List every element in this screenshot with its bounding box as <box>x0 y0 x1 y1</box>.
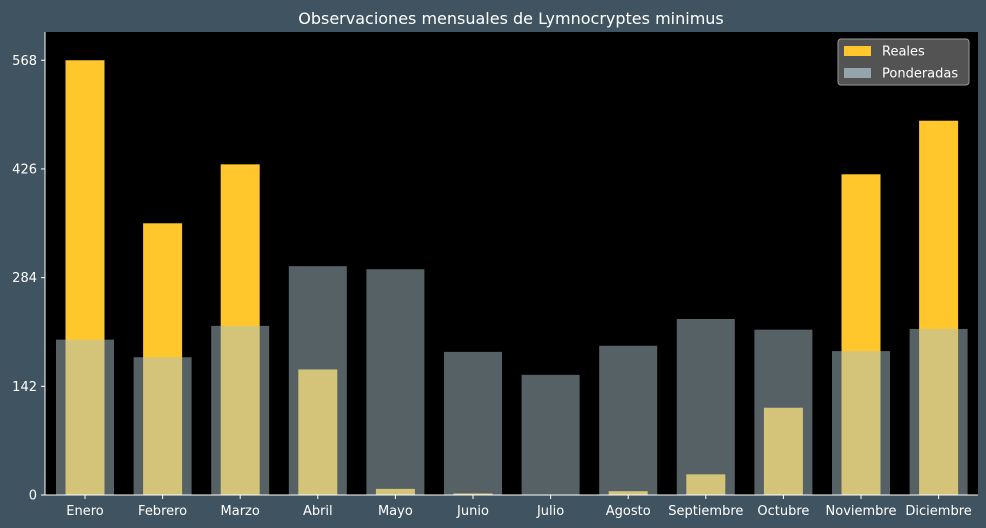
plot-area <box>45 32 978 495</box>
x-tick-label: Agosto <box>606 504 651 519</box>
x-tick-label: Mayo <box>378 504 413 519</box>
y-tick-label: 568 <box>12 54 37 69</box>
x-tick-label: Julio <box>536 504 564 519</box>
x-tick-label: Septiembre <box>668 504 743 519</box>
x-tick-label: Octubre <box>757 504 809 519</box>
x-tick-label: Junio <box>456 504 489 519</box>
bar-ponderadas-octubre <box>754 329 813 495</box>
y-tick-label: 142 <box>12 380 37 395</box>
legend: Reales Ponderadas <box>837 38 970 86</box>
bar-ponderadas-noviembre <box>832 351 890 495</box>
x-tick-label: Febrero <box>138 504 187 519</box>
legend-swatch-reales <box>844 46 871 56</box>
bar-ponderadas-agosto <box>599 345 658 495</box>
chart-title: Observaciones mensuales de Lymnocryptes … <box>298 9 724 28</box>
y-tick-label: 0 <box>29 489 37 504</box>
x-tick-label: Noviembre <box>826 504 897 519</box>
y-tick-label: 284 <box>12 271 37 286</box>
bar-ponderadas-diciembre <box>909 328 968 495</box>
bar-ponderadas-julio <box>521 374 580 495</box>
y-tick-label: 426 <box>12 162 37 177</box>
bar-ponderadas-septiembre <box>676 318 735 495</box>
x-tick-label: Marzo <box>221 504 260 519</box>
legend-swatch-ponderadas <box>844 68 871 78</box>
x-tick-label: Abril <box>303 504 333 519</box>
bar-ponderadas-mayo <box>366 269 425 495</box>
bar-ponderadas-marzo <box>211 325 270 495</box>
bar-ponderadas-febrero <box>133 357 192 495</box>
bar-ponderadas-enero <box>56 339 114 495</box>
x-tick-label: Diciembre <box>905 504 971 519</box>
bar-ponderadas-junio <box>444 351 502 495</box>
x-tick-label: Enero <box>66 504 104 519</box>
legend-label-ponderadas: Ponderadas <box>882 67 958 82</box>
bar-ponderadas-abril <box>288 266 347 495</box>
legend-label-reales: Reales <box>882 45 925 60</box>
